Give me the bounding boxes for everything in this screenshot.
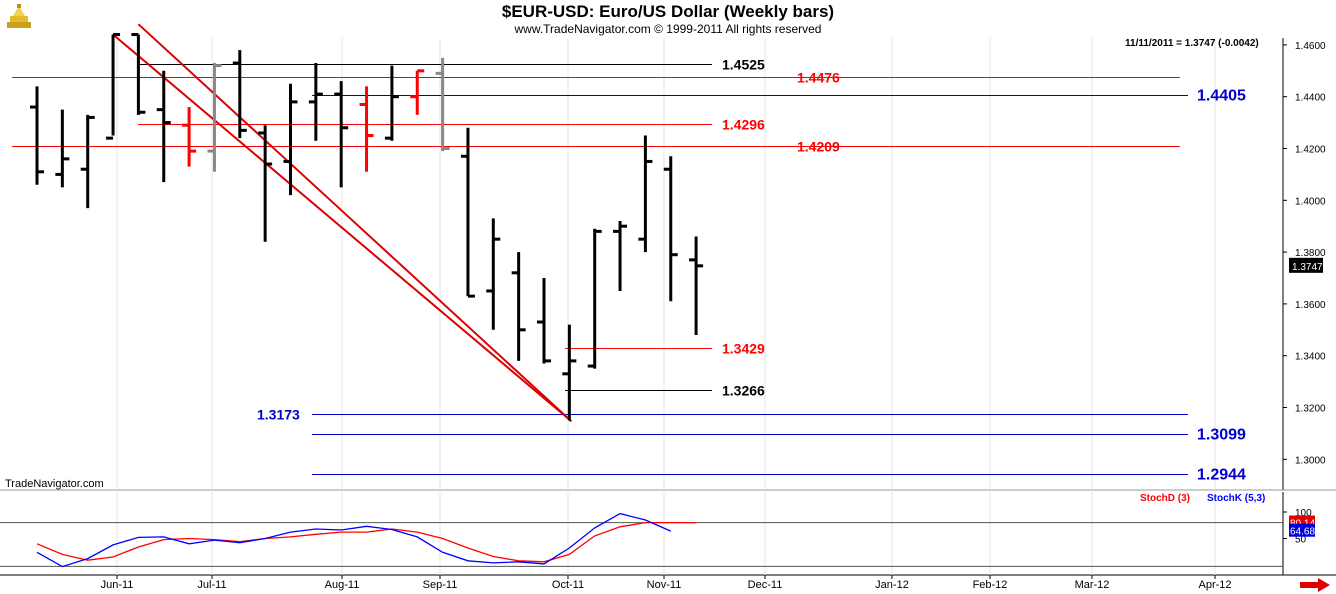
- ohlc-bar[interactable]: [182, 107, 197, 167]
- trendline: [137, 23, 573, 422]
- y-tick-label: 1.3800: [1295, 248, 1326, 259]
- x-tick-label: Apr-12: [1198, 579, 1231, 591]
- ohlc-bar[interactable]: [410, 69, 425, 115]
- stochk-legend: StochK (5,3): [1207, 493, 1265, 504]
- x-tick-label: Sep-11: [423, 579, 458, 591]
- y-tick-label: 1.4600: [1295, 41, 1326, 52]
- x-tick-label: Nov-11: [647, 579, 682, 591]
- y-tick-label: 1.3200: [1295, 404, 1326, 415]
- ohlc-bar[interactable]: [562, 324, 577, 421]
- level-label: 1.4296: [722, 117, 765, 133]
- level-label: 1.3429: [722, 341, 765, 357]
- ohlc-bar[interactable]: [55, 109, 70, 188]
- stochd-line: [36, 521, 697, 563]
- osc-tick-label: 50: [1295, 535, 1307, 546]
- level-label: 1.2944: [1197, 467, 1246, 484]
- ohlc-bar[interactable]: [207, 63, 222, 172]
- scroll-right-arrow-icon[interactable]: [1300, 578, 1330, 592]
- level-label: 1.4209: [797, 139, 840, 155]
- level-label: 1.4405: [1197, 88, 1246, 105]
- ohlc-bar[interactable]: [613, 221, 628, 291]
- ohlc-bar[interactable]: [258, 125, 273, 242]
- ohlc-bar[interactable]: [486, 218, 501, 330]
- x-tick-label: Jun-11: [101, 579, 134, 591]
- ohlc-bar[interactable]: [232, 50, 247, 139]
- x-tick-label: Aug-11: [325, 579, 360, 591]
- ohlc-bar[interactable]: [511, 252, 526, 361]
- chart-subtitle: www.TradeNavigator.com © 1999-2011 All r…: [514, 22, 822, 36]
- level-label: 1.3266: [722, 383, 765, 399]
- ohlc-bar[interactable]: [30, 86, 44, 185]
- ohlc-bar[interactable]: [334, 81, 349, 188]
- ohlc-bar[interactable]: [308, 63, 323, 141]
- current-price-tag: [1289, 257, 1323, 273]
- stochd-legend: StochD (3): [1140, 493, 1190, 504]
- x-tick-label: Jul-11: [197, 579, 226, 591]
- osc-tick-label: 100: [1295, 508, 1312, 519]
- ohlc-bar[interactable]: [384, 65, 399, 141]
- stochk-value-tag: [1289, 523, 1315, 537]
- watermark: TradeNavigator.com: [5, 478, 104, 490]
- ohlc-bar[interactable]: [638, 135, 653, 253]
- chart-header: $EUR-USD: Euro/US Dollar (Weekly bars) w…: [0, 0, 1336, 38]
- ohlc-bar[interactable]: [460, 127, 475, 298]
- stochk-value: 64.68: [1290, 527, 1315, 538]
- ohlc-bar[interactable]: [283, 83, 298, 196]
- ohlc-bar[interactable]: [587, 228, 602, 369]
- ohlc-bar[interactable]: [359, 86, 374, 172]
- ohlc-bar[interactable]: [663, 156, 678, 302]
- x-tick-label: Dec-11: [748, 579, 783, 591]
- x-tick-label: Mar-12: [1075, 579, 1110, 591]
- y-tick-label: 1.4200: [1295, 145, 1326, 156]
- y-tick-label: 1.3000: [1295, 455, 1326, 466]
- y-tick-label: 1.3400: [1295, 352, 1326, 363]
- level-label: 1.4525: [722, 57, 765, 73]
- level-label: 1.4476: [797, 70, 840, 86]
- ohlc-bar[interactable]: [106, 33, 121, 140]
- ohlc-bar[interactable]: [131, 33, 146, 115]
- x-tick-label: Feb-12: [973, 579, 1008, 591]
- current-price-label: 1.3747: [1292, 262, 1323, 273]
- x-tick-label: Oct-11: [552, 579, 584, 591]
- level-label: 1.3173: [257, 407, 300, 423]
- x-tick-label: Jan-12: [875, 579, 909, 591]
- trendline: [112, 33, 572, 422]
- y-tick-label: 1.4400: [1295, 93, 1326, 104]
- chart-title: $EUR-USD: Euro/US Dollar (Weekly bars): [501, 2, 835, 21]
- ohlc-bar[interactable]: [689, 236, 704, 335]
- y-tick-label: 1.4000: [1295, 196, 1326, 207]
- y-tick-label: 1.3600: [1295, 300, 1326, 311]
- ohlc-bar[interactable]: [435, 57, 450, 152]
- ohlc-bar[interactable]: [156, 70, 171, 183]
- level-label: 1.3099: [1197, 427, 1246, 444]
- ohlc-bar[interactable]: [537, 278, 551, 364]
- last-bar-info: 11/11/2011 = 1.3747 (-0.0042): [1125, 38, 1259, 49]
- tradenavigator-logo-icon: [4, 2, 34, 32]
- stochk-line: [36, 512, 672, 568]
- ohlc-bar[interactable]: [80, 114, 95, 209]
